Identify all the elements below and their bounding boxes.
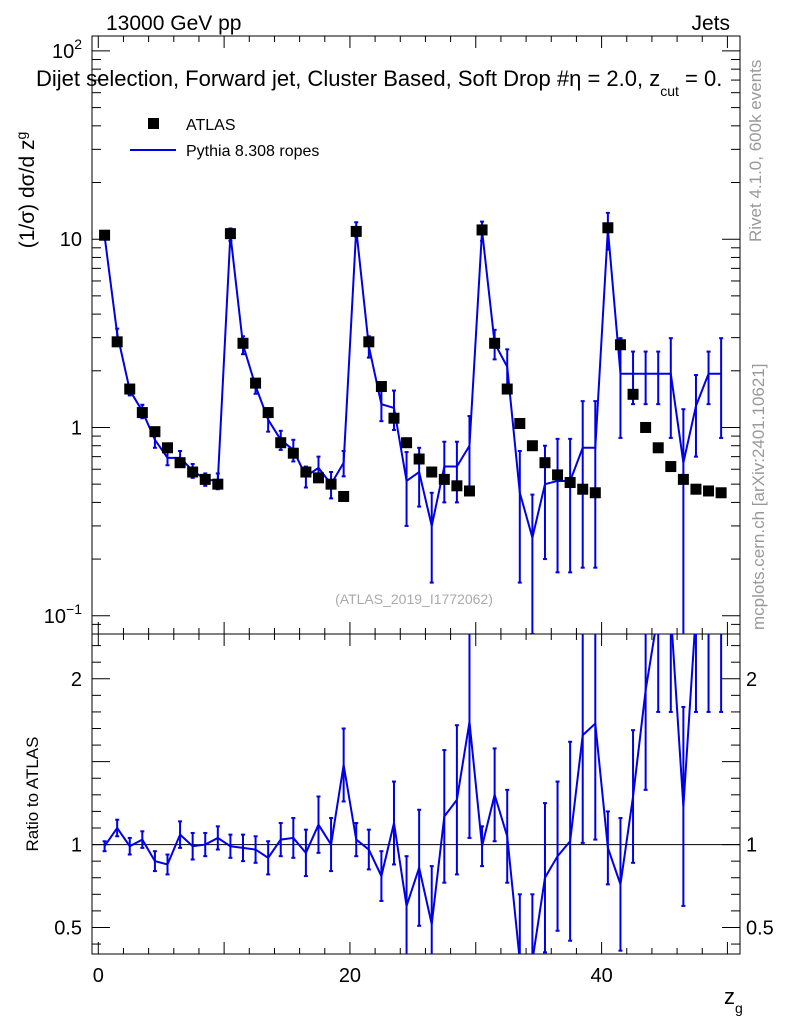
atlas-data-point [250,377,262,389]
atlas-data-point [690,483,702,495]
legend-mc-label: Pythia 8.308 ropes [186,143,319,160]
top-plot-area [99,211,727,634]
atlas-data-point [552,469,564,481]
ratio-y-tick-label-right: 0.5 [746,917,774,939]
atlas-data-point [275,437,287,449]
legend-atlas-marker [148,118,159,129]
top-y-tick-label: 10−1 [44,601,82,628]
atlas-data-point [501,383,513,395]
ratio-series-line [103,634,696,954]
ratio-y-tick-label: 2 [71,669,82,691]
x-tick-label: 40 [590,965,612,987]
atlas-data-point [715,487,727,499]
atlas-data-point [338,490,350,502]
top-y-tick-label: 1 [71,417,82,439]
ratio-y-tick-label-right: 2 [746,669,757,691]
atlas-data-point [627,388,639,400]
atlas-data-point [564,477,576,489]
process-label: Jets [691,12,730,35]
analysis-reference: (ATLAS_2019_I1772062) [335,591,493,607]
atlas-data-point [526,440,538,452]
atlas-data-point [212,478,224,490]
legend: ATLAS Pythia 8.308 ropes [130,117,319,160]
atlas-data-point [300,466,312,478]
atlas-data-point [677,473,689,485]
mcplots-label: mcplots.cern.ch [arXiv:2401.10621] [749,364,768,630]
atlas-data-point [312,472,324,484]
atlas-data-point [665,461,677,473]
atlas-data-point [438,473,450,485]
atlas-data-point [199,473,211,485]
atlas-data-point [325,478,337,490]
ratio-y-tick-label-right: 1 [746,835,757,857]
atlas-data-point [426,466,438,478]
atlas-data-point [161,442,173,454]
atlas-data-point [577,483,589,495]
legend-atlas-label: ATLAS [186,117,236,134]
axes-ticks: 0 20 40 10−1 1 10 102 0.5 0.5 1 1 2 2 [44,36,774,987]
atlas-data-point [451,480,463,492]
x-tick-label: 0 [93,965,104,987]
atlas-data-point [602,222,614,234]
top-y-tick-label: 10 [60,229,82,251]
atlas-data-point [589,487,601,499]
mc-series-line [103,229,722,538]
atlas-data-point [413,453,425,465]
atlas-data-point [124,383,136,395]
atlas-data-point [262,407,274,419]
atlas-data-point [174,457,186,469]
ratio-plot-area [102,634,724,954]
atlas-data-point [614,339,626,351]
atlas-data-point [287,447,299,459]
atlas-data-point [652,442,664,454]
x-axis-label: zg [724,984,743,1016]
atlas-data-point [476,224,488,236]
atlas-data-point [463,485,475,497]
energy-label: 13000 GeV pp [106,12,241,35]
rivet-label: Rivet 4.1.0, 600k events [746,60,765,242]
atlas-data-point [514,417,526,429]
ratio-panel-frame [91,633,741,955]
atlas-data-point [363,336,375,348]
atlas-data-point [539,457,551,469]
atlas-data-point [224,228,236,240]
atlas-data-point [350,225,362,237]
atlas-data-point [111,336,123,348]
atlas-data-point [401,437,413,449]
atlas-data-point [375,381,387,393]
ratio-y-tick-label: 0.5 [54,917,82,939]
atlas-data-point [489,337,501,349]
ratio-y-tick-label: 1 [71,835,82,857]
atlas-data-point [187,466,199,478]
atlas-data-point [149,426,161,438]
top-y-tick-label: 102 [52,36,82,63]
top-y-axis-label: (1/σ) dσ/d zg [13,132,39,249]
atlas-data-point [388,412,400,424]
atlas-data-point [237,337,249,349]
atlas-data-point [703,485,715,497]
x-tick-label: 20 [339,965,361,987]
atlas-data-point [640,421,652,433]
atlas-data-point [99,229,111,241]
plot-title: Dijet selection, Forward jet, Cluster Ba… [36,66,722,99]
ratio-y-axis-label: Ratio to ATLAS [23,737,42,852]
atlas-data-point [136,407,148,419]
